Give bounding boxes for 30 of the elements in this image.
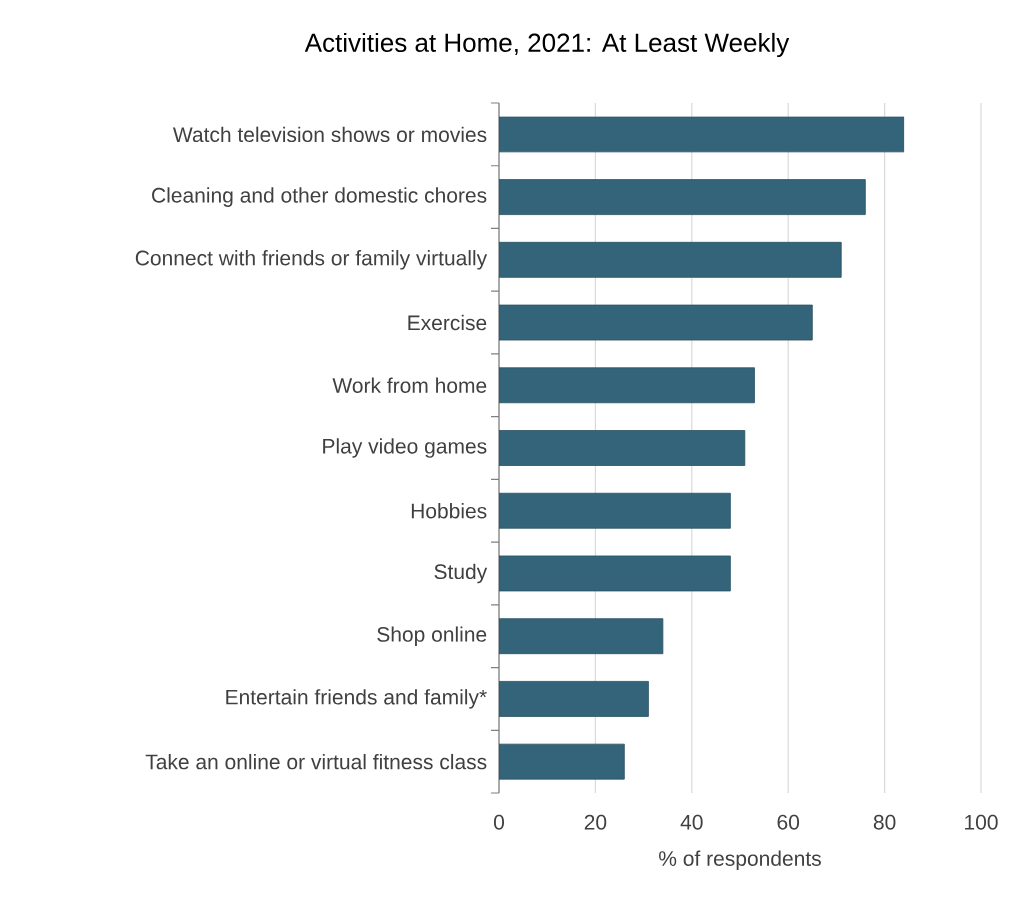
y-tick-label: Study bbox=[434, 563, 488, 584]
y-tick-label: Entertain friends and family* bbox=[226, 689, 487, 709]
x-tick-label: 60 bbox=[777, 814, 800, 830]
y-tick-label: Play video games bbox=[323, 438, 487, 458]
bar bbox=[499, 492, 731, 529]
bar bbox=[499, 743, 625, 780]
y-tick-label: Shop online bbox=[377, 626, 487, 646]
y-tick-label: Cleaning and other domestic chores bbox=[152, 187, 487, 207]
bar bbox=[499, 681, 649, 717]
x-axis-title: % of respondents bbox=[659, 850, 821, 871]
y-tick-label: Hobbies bbox=[411, 503, 487, 519]
y-tick-label: Connect with friends or family virtually bbox=[135, 250, 488, 270]
y-tick-label: Watch television shows or movies bbox=[172, 126, 487, 143]
bar bbox=[499, 430, 746, 466]
bar bbox=[499, 304, 813, 341]
bar bbox=[499, 367, 755, 404]
bar bbox=[499, 241, 842, 278]
x-tick-label: 100 bbox=[965, 814, 998, 830]
x-tick-label: 40 bbox=[680, 814, 703, 830]
bar bbox=[499, 179, 866, 215]
y-tick-label: Work from home bbox=[332, 377, 487, 393]
bar bbox=[499, 116, 905, 153]
x-tick-label: 80 bbox=[873, 814, 896, 830]
y-tick-label: Take an online or virtual fitness class bbox=[145, 753, 487, 770]
x-tick-label: 20 bbox=[584, 814, 607, 830]
chart-title: Activities at Home, 2021: At Least Weekly bbox=[304, 32, 790, 58]
x-tick-label: 0 bbox=[493, 814, 505, 830]
y-tick-label: Exercise bbox=[408, 314, 487, 331]
bar bbox=[499, 618, 664, 655]
bar bbox=[499, 555, 731, 592]
